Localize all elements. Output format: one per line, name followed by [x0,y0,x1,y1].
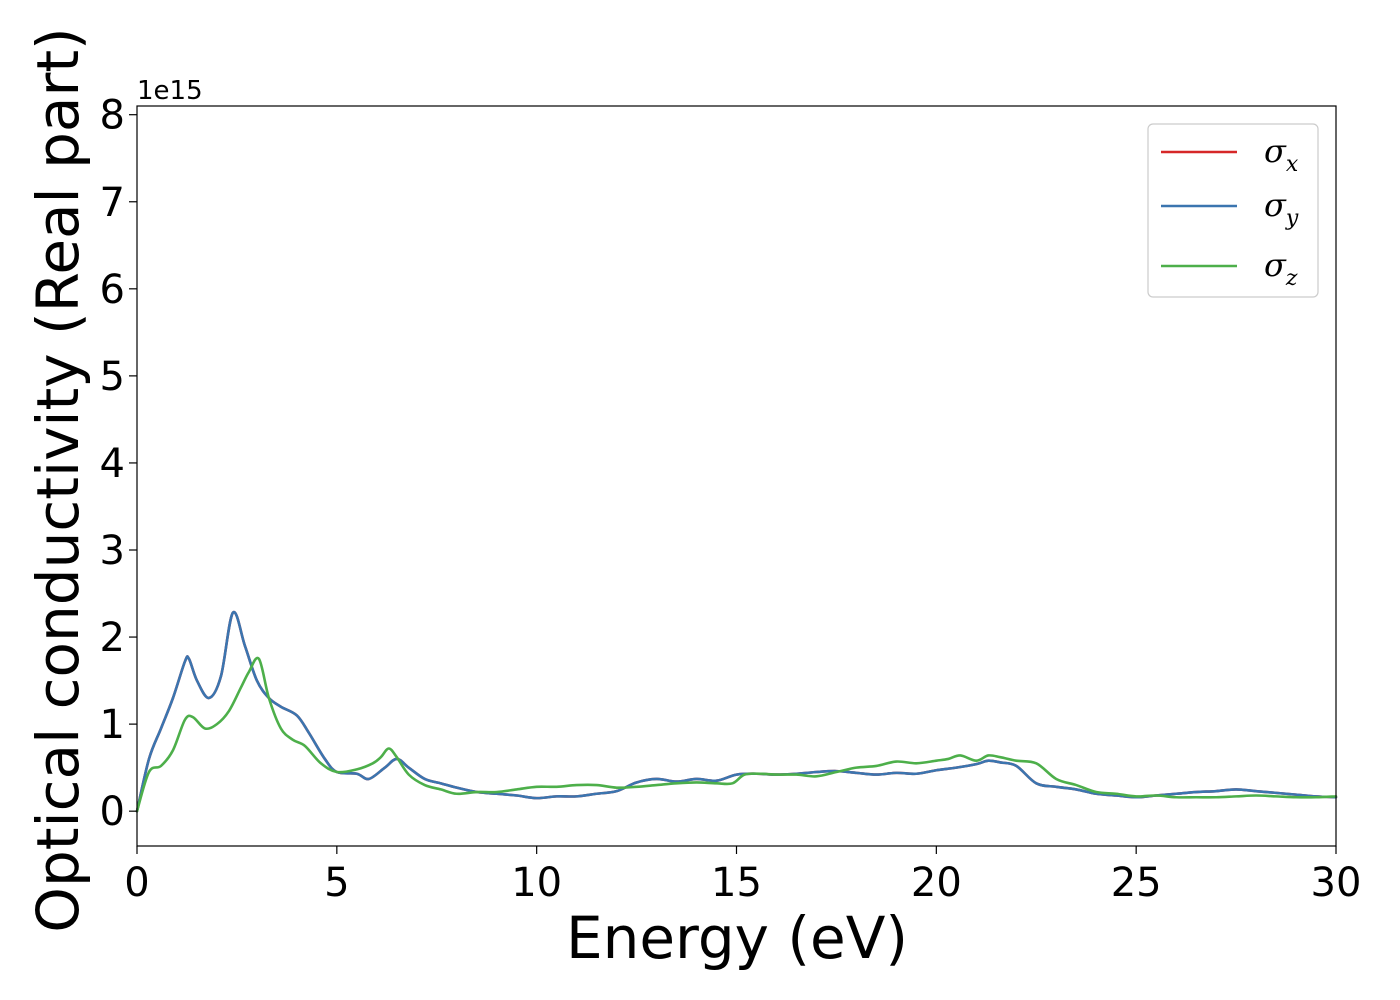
y-tick-label: 2 [100,615,125,661]
legend-label-z: σz [1264,246,1298,291]
x-axis-title: Energy (eV) [566,904,908,972]
legend-label-y: σy [1264,186,1299,231]
y-tick-label: 0 [100,789,125,835]
y-tick-label: 3 [100,528,125,574]
y-tick-label: 1 [100,702,125,748]
y-tick-label: 6 [100,267,125,313]
x-tick-label: 30 [1311,860,1362,906]
x-tick-label: 15 [711,860,762,906]
y-tick-label: 7 [100,180,125,226]
series-line-y [135,610,1338,813]
x-tick-label: 20 [911,860,962,906]
x-tick-label: 25 [1111,860,1162,906]
y-tick-label: 4 [100,441,125,487]
legend: σx σy σz [1147,123,1319,298]
x-axis: 0 5 10 15 20 25 30 [124,846,1361,906]
y-axis-title: Optical conductivity (Real part) [24,27,92,932]
x-tick-label: 0 [124,860,149,906]
y-offset-label: 1e15 [137,76,203,106]
series-line-z [135,656,1338,813]
legend-box [1147,123,1319,298]
legend-label-x: σx [1264,132,1299,177]
y-tick-label: 5 [100,354,125,400]
x-tick-label: 5 [324,860,349,906]
y-tick-label: 8 [100,93,125,139]
series-layer [135,610,1338,813]
y-axis: 0 1 2 3 4 5 6 7 8 [100,93,137,835]
x-tick-label: 10 [511,860,562,906]
